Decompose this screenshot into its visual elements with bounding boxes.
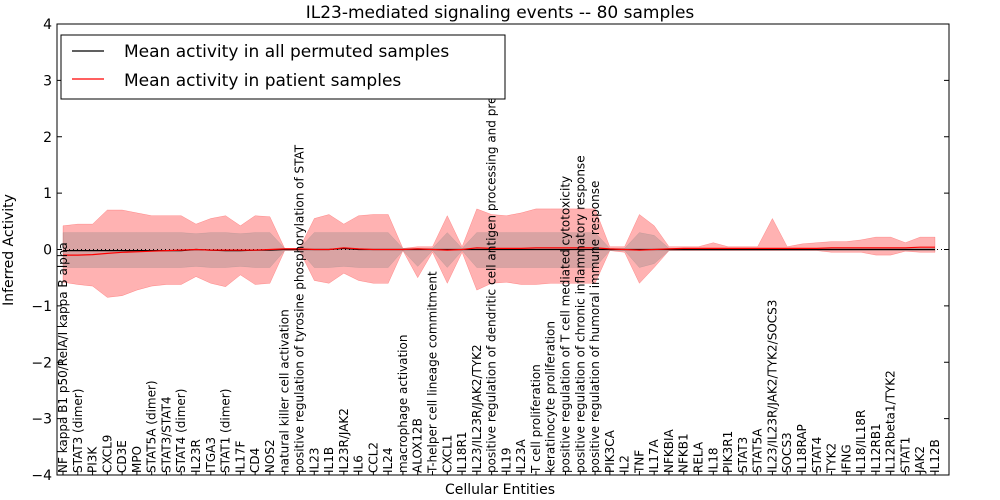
category-label: IL17F (233, 441, 247, 473)
category-label: IL12RB1 (869, 423, 883, 473)
category-label: ALOX12B (411, 418, 425, 473)
category-label: SOCS3 (780, 432, 794, 473)
y-tick-label: −3 (31, 412, 52, 428)
category-label: natural killer cell activation (278, 309, 292, 473)
category-label: MPO (130, 446, 144, 473)
category-label: IL23A (514, 439, 528, 473)
legend-label-permuted: Mean activity in all permuted samples (124, 42, 449, 62)
category-label: CD4 (248, 448, 262, 473)
category-label: IL6 (352, 455, 366, 473)
category-labels: NF kappa B1 p50/RelA/I kappa B alpha STAT… (56, 40, 942, 475)
category-label: STAT5A (751, 428, 765, 473)
category-label: positive regulation of dendritic cell an… (485, 40, 499, 473)
category-label: STAT4 (810, 437, 824, 473)
category-label: IL18RAP (795, 424, 809, 473)
category-label: NFKBIA (662, 428, 676, 473)
bands-layer (57, 208, 949, 298)
category-label: IL18 (706, 448, 720, 474)
category-label: STAT5A (dimer) (145, 380, 159, 473)
category-label: CXCL1 (440, 435, 454, 473)
category-label: NF kappa B1 p50/RelA/I kappa B alpha (56, 242, 70, 473)
legend-box (60, 34, 506, 100)
category-label: ITGA3 (204, 437, 218, 473)
category-label: NOS2 (263, 439, 277, 473)
category-label: IL12B (928, 439, 942, 473)
category-label: STAT1 (898, 437, 912, 473)
series-line-patient (63, 246, 935, 256)
category-label: IL24 (381, 448, 395, 474)
category-label: TYK2 (825, 443, 839, 474)
category-label: IL1B (322, 447, 336, 473)
category-label: IL19 (499, 448, 513, 474)
category-label: positive regulation of humoral immune re… (588, 181, 602, 473)
category-label: CCL2 (366, 442, 380, 473)
category-label: keratinocyte proliferation (544, 321, 558, 473)
y-axis-ticks: −4 −3 −2 −1 0 1 2 3 4 (31, 17, 949, 484)
y-tick-label: −1 (31, 299, 52, 315)
category-label: CXCL9 (100, 435, 114, 473)
category-label: STAT1 (dimer) (219, 389, 233, 473)
category-label: TNF (632, 450, 646, 474)
category-label: positive regulation of T cell mediated c… (559, 176, 573, 473)
category-label: STAT3 (736, 437, 750, 473)
category-label: positive regulation of tyrosine phosphor… (292, 144, 306, 473)
category-label: IL17A (647, 439, 661, 473)
category-label: IL23 (307, 448, 321, 474)
category-label: STAT3/STAT4 (159, 396, 173, 473)
category-label: IFNG (839, 444, 853, 473)
category-label: IL18R1 (455, 432, 469, 473)
category-label: IL2 (618, 455, 632, 473)
y-tick-label: −4 (31, 468, 52, 484)
category-label: IL23/IL23R/JAK2/TYK2/SOCS3 (765, 300, 779, 473)
y-tick-label: 1 (43, 186, 52, 202)
category-label: T cell proliferation (529, 364, 543, 474)
category-label: positive regulation of chronic inflammat… (573, 155, 587, 473)
y-tick-label: 3 (43, 73, 52, 89)
category-label: IL23R (189, 439, 203, 473)
category-label: PIK3CA (603, 429, 617, 473)
category-label: IL23R/JAK2 (337, 408, 351, 473)
category-label: PIK3R1 (721, 431, 735, 473)
legend-label-patient: Mean activity in patient samples (124, 71, 401, 91)
category-label: T-helper cell lineage commitment (425, 271, 439, 474)
category-label: PI3K (86, 446, 100, 473)
category-label: IL12Rbeta1/TYK2 (884, 370, 898, 473)
plot-frame (56, 23, 950, 476)
category-label: CD3E (115, 440, 129, 473)
y-tick-label: −2 (31, 355, 52, 371)
category-label: STAT4 (dimer) (174, 389, 188, 473)
category-label: NFKB1 (677, 433, 691, 473)
y-tick-label: 2 (43, 130, 52, 146)
y-tick-label: 0 (43, 243, 52, 259)
category-label: macrophage activation (396, 335, 410, 473)
y-axis-label: Inferred Activity (1, 194, 17, 306)
x-axis-label: Cellular Entities (445, 482, 555, 498)
lines-layer (63, 246, 935, 256)
category-label: RELA (692, 441, 706, 473)
category-label: JAK2 (913, 446, 927, 474)
category-label: IL23/IL23R/JAK2/TYK2 (470, 344, 484, 473)
legend: Mean activity in all permuted samples Me… (60, 34, 506, 100)
category-label: IL18/IL18R (854, 410, 868, 473)
patient-spread-band (62, 208, 936, 298)
chart-title: IL23-mediated signaling events -- 80 sam… (306, 3, 695, 23)
category-label: STAT3 (dimer) (71, 389, 85, 473)
y-tick-label: 4 (43, 17, 52, 33)
